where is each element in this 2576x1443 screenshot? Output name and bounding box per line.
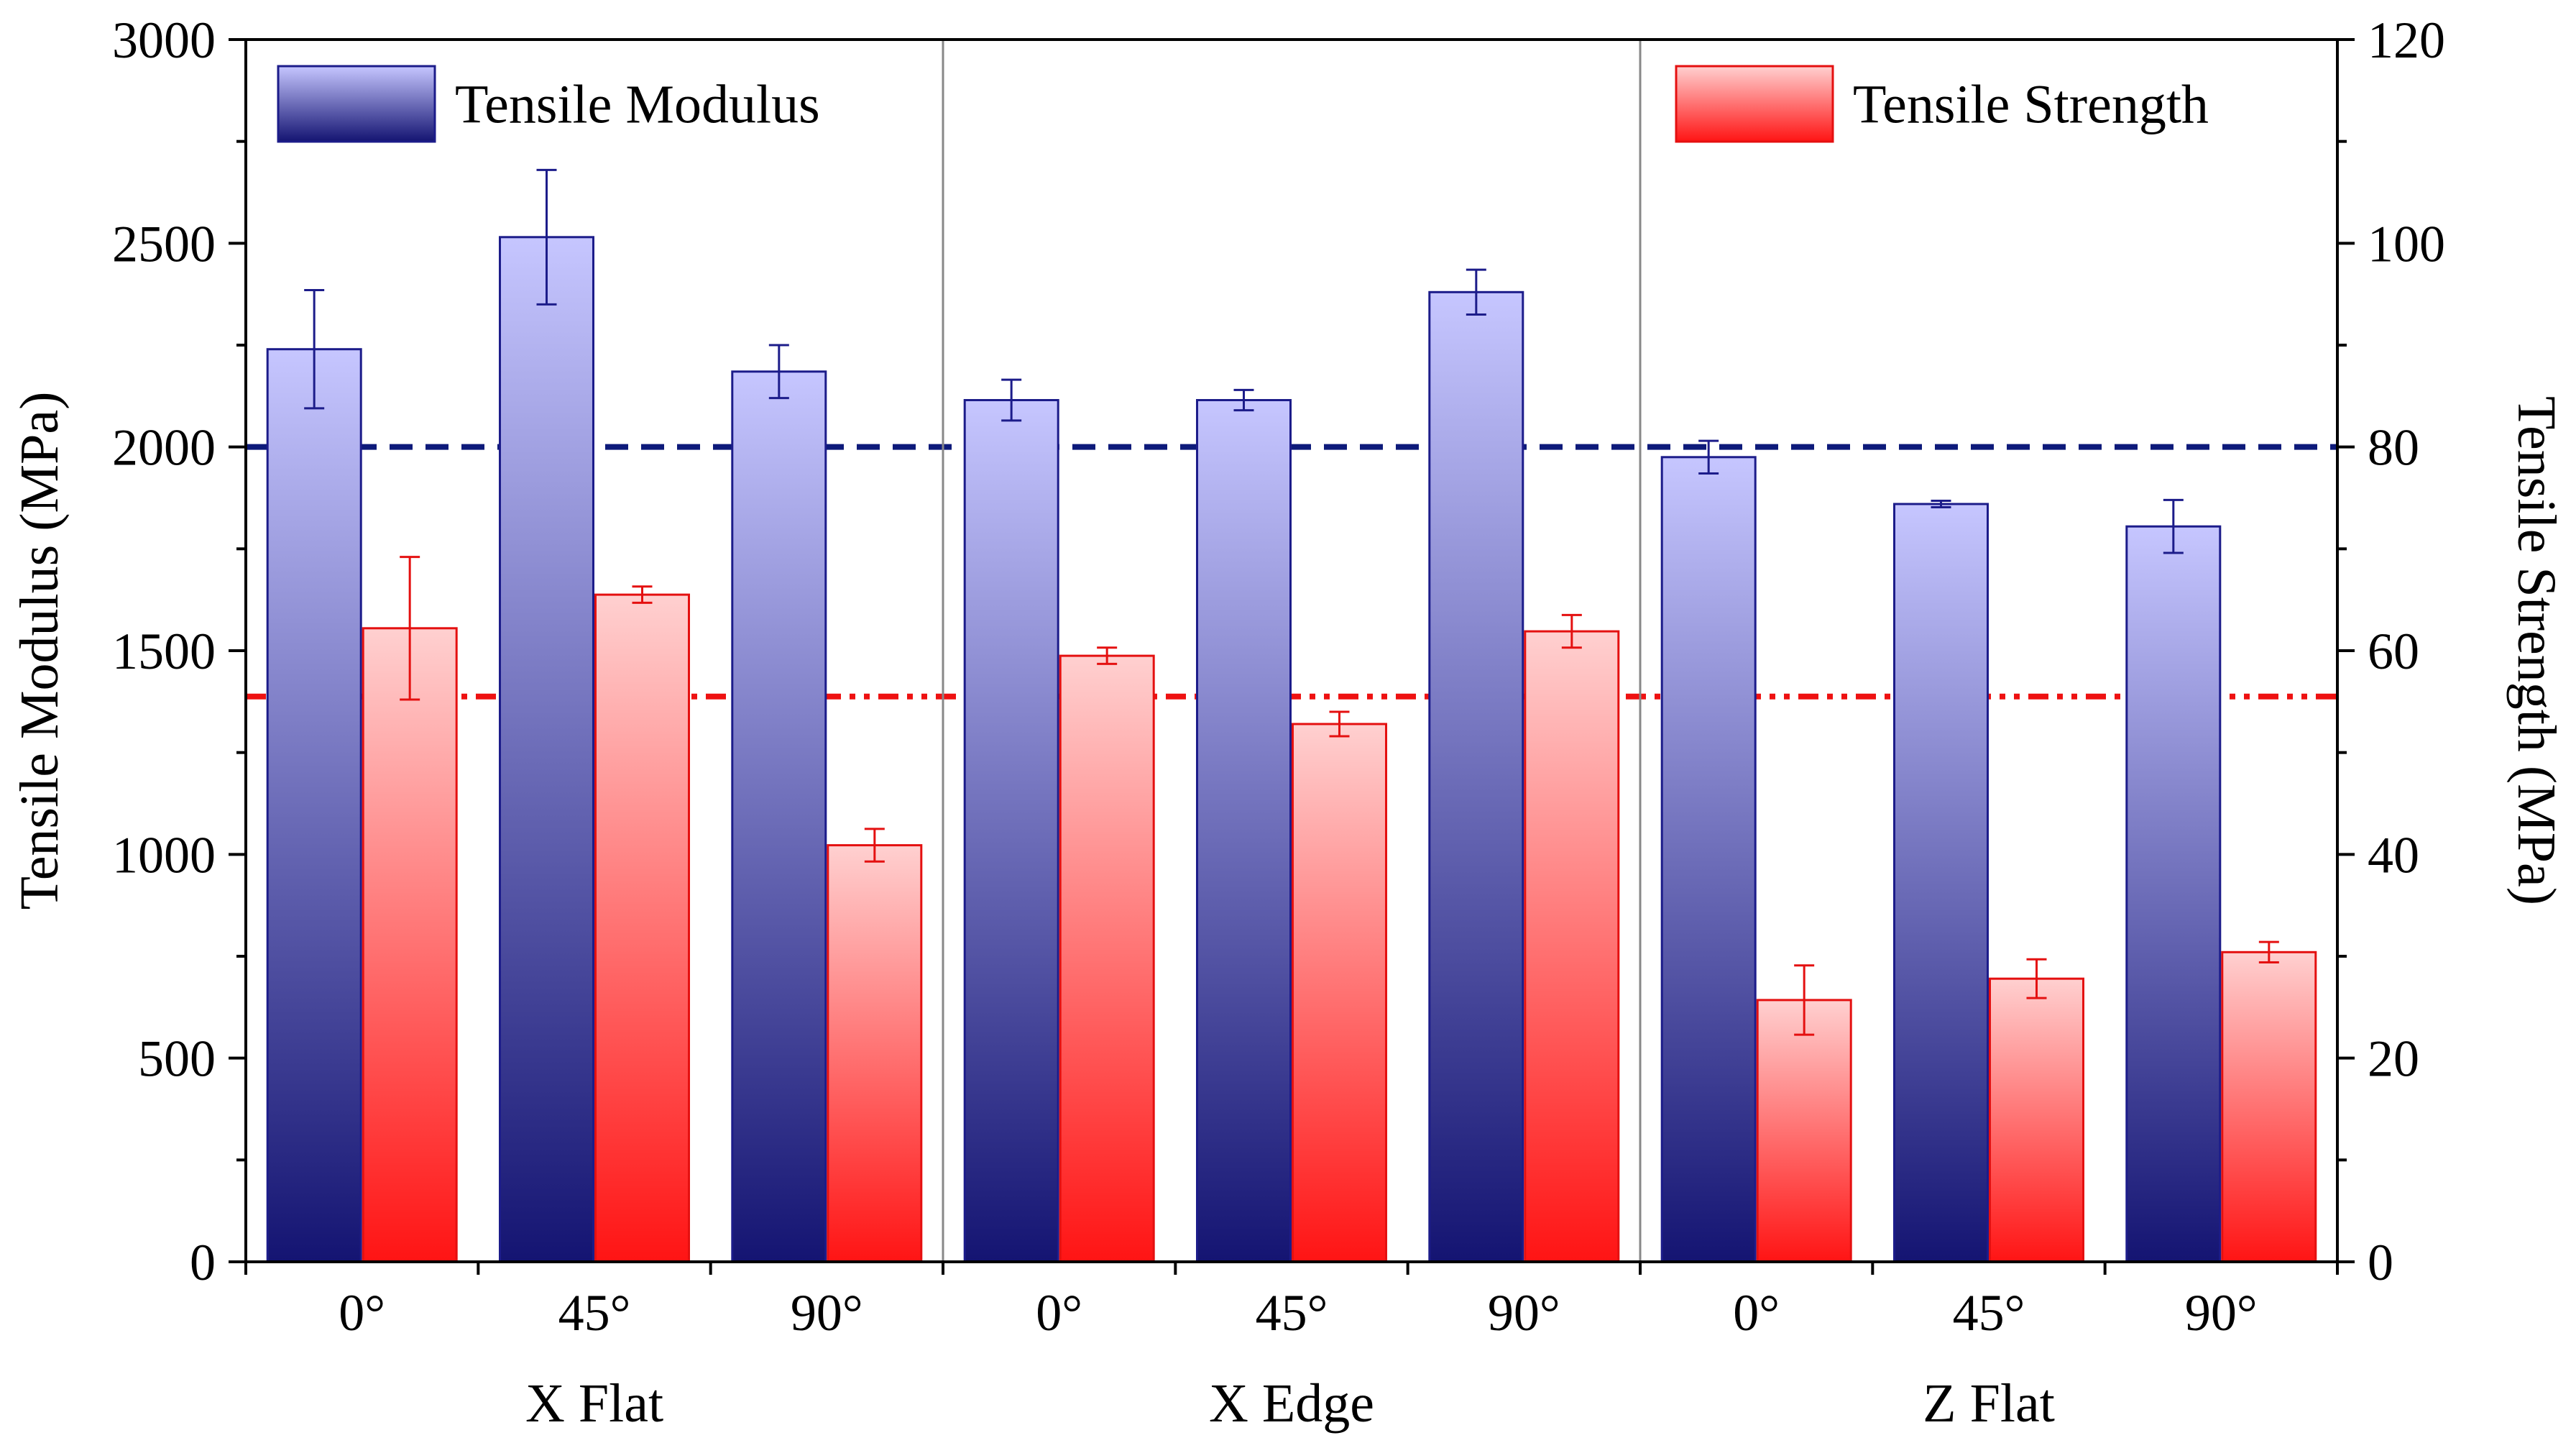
error-bar-modulus-7	[1931, 499, 1951, 509]
error-bar-strength-8	[2258, 940, 2279, 963]
group-dividers-layer	[942, 40, 1642, 1262]
legend-layer: Tensile Modulus Tensile Strength	[277, 65, 2209, 143]
error-bar-modulus-4	[1233, 388, 1254, 412]
error-bar-strength-5	[1561, 613, 1582, 649]
category-label-4: 45°	[1256, 1284, 1328, 1342]
error-bar-strength-7	[2026, 958, 2047, 999]
error-bars-layer	[304, 168, 2279, 1036]
bar-strength-1	[594, 593, 690, 1263]
group-label-1: X Edge	[1209, 1373, 1374, 1434]
left-tick-label-2: 1000	[112, 826, 216, 884]
legend-label-modulus: Tensile Modulus	[455, 75, 820, 135]
category-label-5: 90°	[1488, 1284, 1560, 1342]
bar-modulus-8	[2125, 525, 2222, 1263]
left-tick-label-0: 0	[190, 1234, 216, 1291]
bar-strength-7	[1989, 977, 2084, 1263]
bar-strength-4	[1292, 723, 1387, 1263]
bar-modulus-0	[266, 348, 362, 1263]
bar-strength-8	[2221, 950, 2317, 1263]
error-bar-modulus-5	[1466, 268, 1486, 316]
category-label-1: 45°	[558, 1284, 631, 1342]
labels-layer: 0° 45° 90° 0° 45° 90° 0° 45° 90° X Flat X Edge Z Fl…	[9, 392, 2567, 1434]
error-bar-strength-0	[400, 556, 420, 701]
bar-modulus-1	[499, 236, 594, 1263]
bar-modulus-7	[1893, 503, 1989, 1263]
left-tick-label-6: 3000	[112, 12, 216, 69]
group-label-2: Z Flat	[1923, 1373, 2055, 1434]
bar-modulus-6	[1660, 456, 1757, 1263]
bar-modulus-3	[963, 399, 1059, 1263]
bar-modulus-4	[1196, 399, 1292, 1263]
legend-label-strength: Tensile Strength	[1853, 75, 2209, 135]
left-tick-label-4: 2000	[112, 419, 216, 477]
bar-strength-5	[1524, 630, 1620, 1263]
error-bar-modulus-3	[1001, 378, 1022, 422]
bar-strength-6	[1756, 999, 1852, 1263]
category-label-7: 45°	[1953, 1284, 2025, 1342]
category-label-6: 0°	[1733, 1284, 1780, 1342]
right-axis-title: Tensile Strength (MPa)	[2506, 396, 2567, 905]
left-axis-title: Tensile Modulus (MPa)	[9, 392, 70, 910]
left-tick-label-1: 500	[138, 1030, 216, 1088]
error-bar-modulus-1	[536, 168, 557, 306]
category-label-0: 0°	[339, 1284, 385, 1342]
group-label-0: X Flat	[525, 1373, 663, 1434]
left-tick-label-5: 2500	[112, 215, 216, 272]
bar-strength-2	[827, 844, 923, 1263]
category-label-3: 0°	[1036, 1284, 1082, 1342]
left-tick-label-3: 1500	[112, 623, 216, 680]
right-tick-label-0: 0	[2368, 1234, 2393, 1291]
error-bar-modulus-8	[2163, 498, 2184, 554]
error-bar-strength-2	[864, 828, 885, 863]
bar-strength-0	[362, 627, 458, 1263]
error-bar-modulus-2	[768, 344, 789, 400]
category-label-2: 90°	[791, 1284, 863, 1342]
right-tick-label-2: 40	[2368, 826, 2419, 884]
right-tick-label-4: 80	[2368, 419, 2419, 477]
error-bar-modulus-0	[304, 289, 325, 410]
error-bar-strength-4	[1329, 710, 1350, 738]
axes-layer: 0 500 1000 1500 2000 2500 3000 0 20 40 60 80 100 120	[112, 12, 2445, 1291]
bars-layer	[266, 236, 2317, 1263]
bar-modulus-5	[1428, 290, 1524, 1263]
bar-modulus-2	[731, 370, 827, 1263]
right-tick-label-1: 20	[2368, 1030, 2419, 1088]
legend-swatch-modulus	[277, 65, 436, 143]
right-tick-label-3: 60	[2368, 623, 2419, 680]
right-tick-label-6: 120	[2368, 12, 2445, 69]
error-bar-strength-3	[1097, 646, 1118, 665]
category-label-8: 90°	[2185, 1284, 2258, 1342]
error-bar-strength-6	[1794, 964, 1815, 1036]
bar-strength-3	[1059, 654, 1155, 1263]
right-tick-label-5: 100	[2368, 215, 2445, 272]
error-bar-strength-1	[632, 585, 653, 604]
error-bar-modulus-6	[1698, 439, 1719, 475]
legend-swatch-strength	[1675, 65, 1834, 143]
